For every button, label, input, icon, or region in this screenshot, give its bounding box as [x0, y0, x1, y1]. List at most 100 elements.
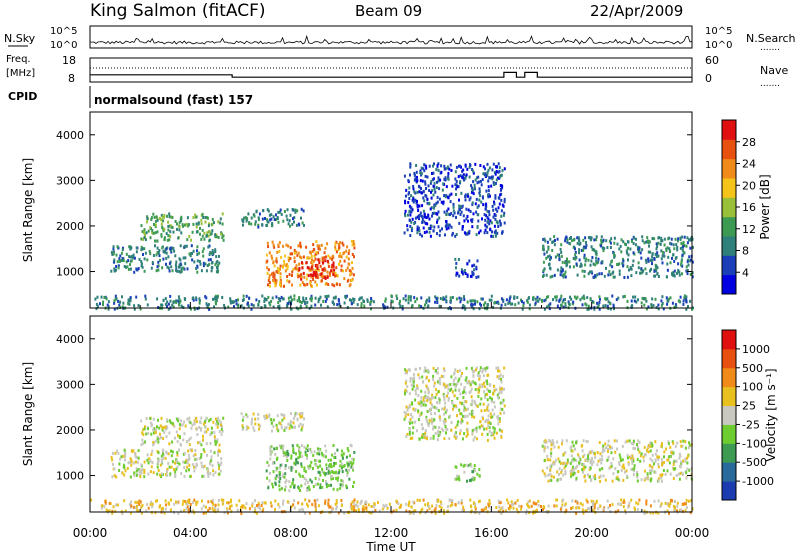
power-cell	[516, 296, 519, 299]
power-cell	[409, 213, 412, 217]
velocity-cell	[325, 463, 328, 467]
velocity-cell	[498, 428, 501, 432]
power-cell	[395, 294, 398, 298]
power-cell	[457, 211, 459, 215]
power-cell	[654, 274, 657, 278]
velocity-cell	[347, 464, 349, 468]
power-cell	[219, 217, 222, 221]
power-cell	[151, 231, 154, 235]
power-cell	[327, 261, 330, 265]
power-cell	[479, 194, 482, 198]
power-cell	[302, 255, 305, 259]
velocity-cell	[305, 478, 308, 482]
velocity-cell	[156, 472, 159, 476]
power-cell	[445, 213, 448, 216]
velocity-cell	[667, 458, 670, 462]
power-cell	[662, 307, 665, 311]
velocity-cell	[560, 471, 563, 474]
velocity-cell	[654, 440, 657, 444]
velocity-cell	[622, 463, 625, 467]
velocity-cell	[621, 458, 624, 462]
power-cell	[222, 234, 225, 238]
power-cell	[497, 225, 500, 228]
power-cell	[211, 249, 214, 253]
velocity-cell	[206, 427, 209, 431]
power-cell	[434, 204, 437, 208]
power-cell	[498, 219, 501, 223]
velocity-cell	[152, 471, 155, 475]
power-cell	[279, 279, 282, 283]
power-cell	[347, 257, 350, 261]
power-cell	[595, 252, 598, 256]
power-cell	[350, 299, 353, 302]
power-cell	[558, 253, 560, 257]
power-cell	[564, 261, 566, 265]
velocity-cell	[195, 457, 198, 461]
velocity-cell	[473, 381, 476, 385]
velocity-cell	[646, 474, 649, 478]
velocity-cell	[115, 503, 118, 507]
noise-trace	[89, 34, 693, 45]
velocity-cell	[176, 465, 179, 469]
power-cell	[340, 264, 343, 268]
power-cell	[465, 217, 468, 221]
velocity-cell	[478, 389, 481, 393]
velocity-xtick-label: 12:00	[374, 526, 409, 540]
power-cell	[265, 253, 268, 257]
velocity-cell	[342, 479, 344, 483]
power-cell	[272, 243, 275, 247]
velocity-cell	[565, 508, 568, 512]
velocity-cell	[458, 408, 461, 412]
power-cell	[448, 223, 451, 227]
velocity-cell	[455, 477, 458, 481]
power-cell	[494, 196, 497, 200]
power-cell	[651, 297, 654, 301]
velocity-cell	[434, 507, 437, 511]
power-cell	[286, 303, 289, 307]
velocity-cell	[287, 422, 290, 426]
power-cell	[568, 260, 571, 264]
velocity-cell	[200, 453, 203, 457]
power-cell	[672, 271, 675, 274]
power-cell	[426, 197, 429, 201]
velocity-colorbar-tick-label: 25	[742, 400, 756, 413]
power-cell	[192, 216, 195, 220]
power-cell	[352, 240, 355, 243]
velocity-cell	[594, 474, 596, 477]
velocity-cell	[175, 467, 178, 471]
power-cell	[556, 304, 559, 308]
power-cell	[279, 264, 282, 268]
power-cell	[266, 220, 269, 224]
power-cell	[581, 269, 584, 273]
power-cell	[484, 301, 487, 305]
power-cell	[584, 246, 587, 250]
velocity-cell	[510, 503, 513, 507]
velocity-cell	[286, 449, 289, 453]
velocity-cell	[684, 459, 687, 463]
power-cell	[169, 246, 172, 250]
velocity-cell	[474, 388, 477, 392]
power-cell	[508, 296, 511, 300]
power-cell	[390, 294, 393, 298]
power-cell	[585, 241, 587, 244]
velocity-cell	[654, 470, 657, 474]
velocity-cell	[550, 454, 552, 458]
power-cell	[296, 253, 299, 257]
velocity-cell	[279, 422, 282, 425]
power-cell	[272, 275, 275, 279]
velocity-cell	[676, 441, 679, 445]
velocity-cell	[454, 368, 457, 372]
power-cell	[463, 219, 466, 223]
velocity-cell	[161, 428, 164, 432]
velocity-cell	[599, 479, 602, 483]
velocity-cell	[547, 473, 550, 477]
velocity-cell	[195, 420, 198, 424]
velocity-cell	[469, 498, 472, 502]
velocity-cell	[329, 505, 332, 509]
velocity-cell	[458, 377, 461, 381]
velocity-cell	[257, 505, 260, 509]
velocity-cell	[314, 502, 317, 506]
power-cell	[421, 234, 423, 238]
power-cell	[179, 270, 182, 274]
velocity-cell	[254, 417, 257, 421]
